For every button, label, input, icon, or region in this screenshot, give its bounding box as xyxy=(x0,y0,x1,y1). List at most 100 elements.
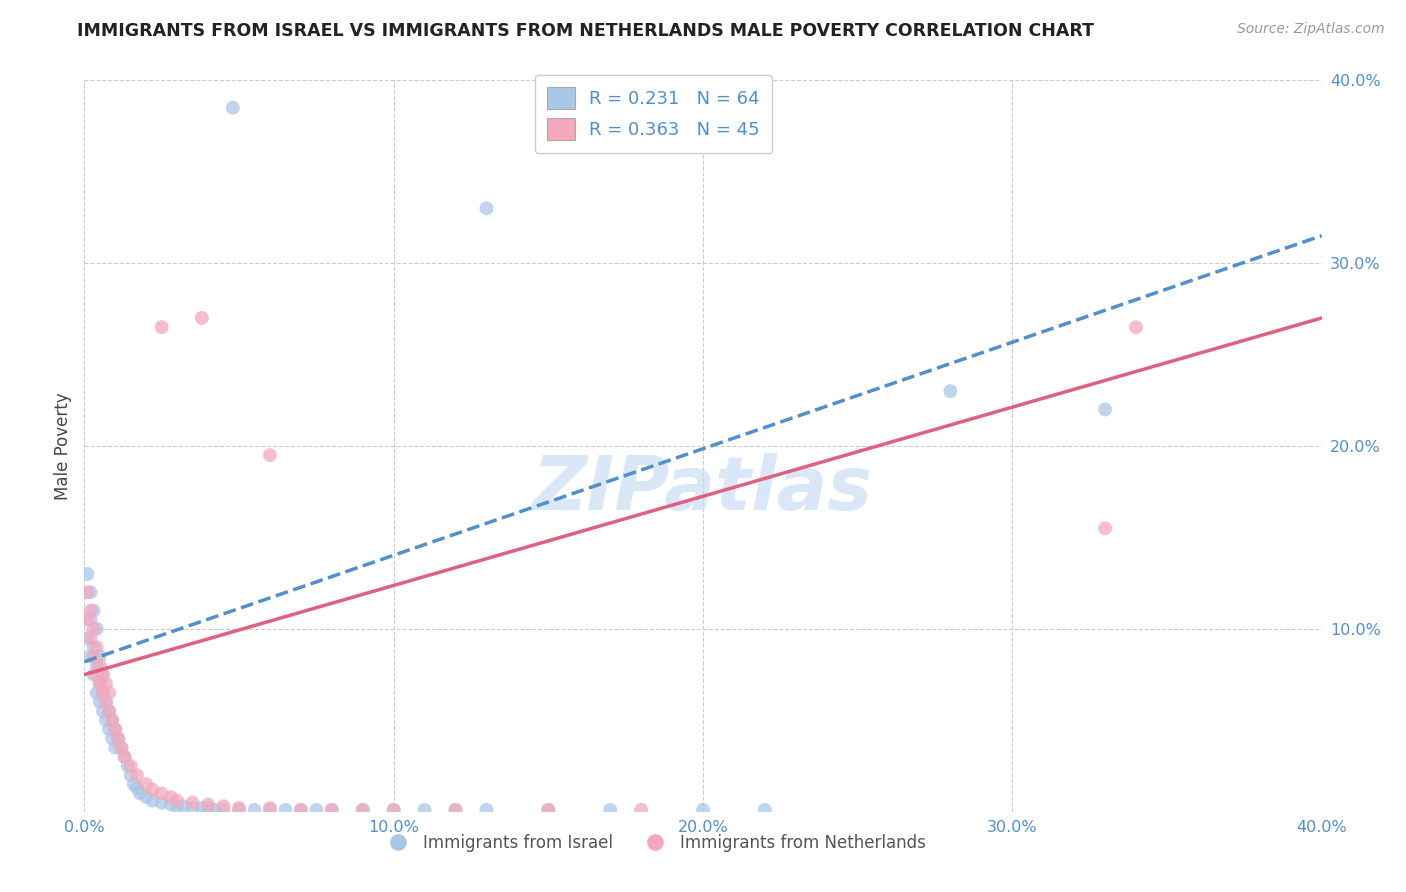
Point xyxy=(89,676,111,690)
Point xyxy=(76,567,98,582)
Text: Source: ZipAtlas.com: Source: ZipAtlas.com xyxy=(1237,22,1385,37)
Point xyxy=(222,101,245,115)
Point xyxy=(160,797,183,812)
Point xyxy=(89,695,111,709)
Point xyxy=(79,649,101,664)
Point xyxy=(94,676,117,690)
Point xyxy=(86,658,108,673)
Point xyxy=(91,667,114,681)
Point xyxy=(259,801,281,815)
Point xyxy=(135,777,157,791)
Point xyxy=(135,790,157,805)
Point xyxy=(79,585,101,599)
Point xyxy=(86,686,108,700)
Point xyxy=(599,803,621,817)
Point xyxy=(1125,320,1147,334)
Point xyxy=(129,787,152,801)
Point xyxy=(91,686,114,700)
Point xyxy=(444,803,467,817)
Point xyxy=(101,714,124,728)
Point xyxy=(83,640,105,655)
Point xyxy=(305,803,328,817)
Point xyxy=(243,803,266,817)
Point xyxy=(160,790,183,805)
Point xyxy=(259,803,281,817)
Point xyxy=(228,801,250,815)
Point xyxy=(191,801,214,815)
Point xyxy=(290,803,312,817)
Point xyxy=(89,676,111,690)
Point xyxy=(79,631,101,645)
Point xyxy=(98,704,121,718)
Point xyxy=(321,803,343,817)
Point xyxy=(83,603,105,617)
Point xyxy=(94,695,117,709)
Point xyxy=(83,667,105,681)
Point xyxy=(352,803,374,817)
Point xyxy=(141,794,163,808)
Point xyxy=(444,803,467,817)
Point xyxy=(125,780,148,795)
Point xyxy=(79,603,101,617)
Point xyxy=(191,310,214,325)
Point xyxy=(83,649,105,664)
Point xyxy=(692,803,714,817)
Point xyxy=(1094,402,1116,417)
Point xyxy=(110,740,132,755)
Point xyxy=(197,797,219,812)
Point xyxy=(101,731,124,746)
Point xyxy=(537,803,560,817)
Point xyxy=(101,714,124,728)
Point xyxy=(76,613,98,627)
Text: Male Poverty: Male Poverty xyxy=(55,392,72,500)
Point xyxy=(89,658,111,673)
Point xyxy=(91,686,114,700)
Point xyxy=(150,787,173,801)
Point xyxy=(98,704,121,718)
Point xyxy=(79,613,101,627)
Point xyxy=(104,723,127,737)
Point xyxy=(117,759,139,773)
Point xyxy=(166,799,188,814)
Point xyxy=(125,768,148,782)
Point xyxy=(1094,521,1116,535)
Point xyxy=(94,714,117,728)
Point xyxy=(475,201,498,215)
Point xyxy=(120,768,142,782)
Point xyxy=(382,803,405,817)
Point xyxy=(290,803,312,817)
Point xyxy=(91,704,114,718)
Point xyxy=(86,622,108,636)
Point xyxy=(114,749,136,764)
Point xyxy=(212,799,235,814)
Point xyxy=(166,794,188,808)
Point xyxy=(98,686,121,700)
Point xyxy=(228,803,250,817)
Point xyxy=(630,803,652,817)
Point xyxy=(110,740,132,755)
Point xyxy=(83,622,105,636)
Point xyxy=(939,384,962,398)
Point xyxy=(181,796,204,810)
Point xyxy=(413,803,436,817)
Point xyxy=(120,759,142,773)
Point xyxy=(197,801,219,815)
Point xyxy=(274,803,297,817)
Point xyxy=(259,448,281,462)
Point xyxy=(76,631,98,645)
Point xyxy=(98,723,121,737)
Point xyxy=(122,777,145,791)
Point xyxy=(382,803,405,817)
Point xyxy=(107,731,129,746)
Text: IMMIGRANTS FROM ISRAEL VS IMMIGRANTS FROM NETHERLANDS MALE POVERTY CORRELATION C: IMMIGRANTS FROM ISRAEL VS IMMIGRANTS FRO… xyxy=(77,22,1094,40)
Point xyxy=(754,803,776,817)
Point xyxy=(86,640,108,655)
Point xyxy=(107,731,129,746)
Point xyxy=(104,740,127,755)
Text: ZIPatlas: ZIPatlas xyxy=(533,453,873,526)
Point xyxy=(202,803,225,817)
Point xyxy=(172,799,194,814)
Point xyxy=(150,320,173,334)
Point xyxy=(89,649,111,664)
Legend: Immigrants from Israel, Immigrants from Netherlands: Immigrants from Israel, Immigrants from … xyxy=(375,827,932,858)
